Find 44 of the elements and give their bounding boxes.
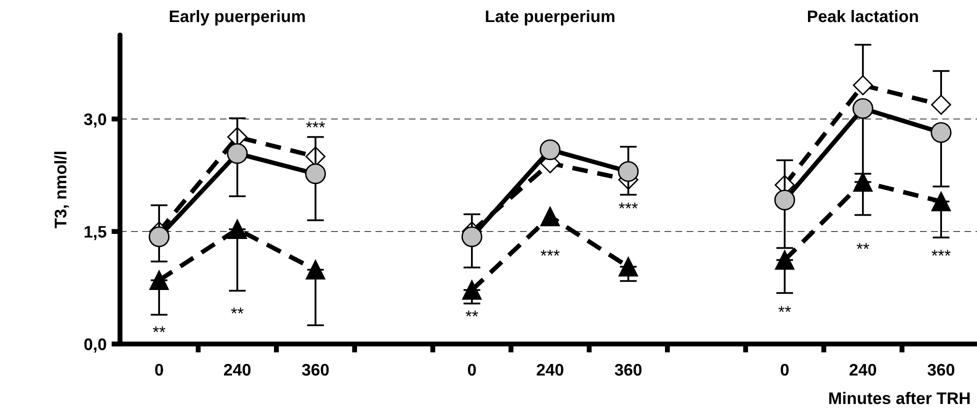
x-tick-label: 0 — [468, 364, 476, 376]
point — [931, 192, 951, 212]
text: Early puerperium — [170, 10, 305, 26]
annotation: ** — [466, 310, 478, 316]
text: Peak lactation — [808, 10, 918, 22]
x-tick-label: 240 — [536, 364, 564, 376]
annotation: ** — [152, 326, 166, 332]
point — [149, 270, 169, 290]
x-axis-title: Minutes after TRH — [829, 392, 970, 404]
x-tick-label: 360 — [302, 364, 329, 376]
x-tick-label: 240 — [224, 364, 251, 376]
x-tick-label: 360 — [614, 364, 642, 376]
point — [852, 75, 873, 96]
annotation: ** — [856, 243, 870, 249]
point — [540, 139, 561, 160]
annotation: *** — [618, 202, 638, 208]
point — [853, 172, 873, 192]
point — [774, 190, 796, 210]
y-tick-label: 3,0 — [84, 113, 106, 128]
point — [305, 163, 326, 184]
point — [931, 94, 952, 115]
point — [618, 257, 638, 276]
y-tick-label: 1,5 — [84, 226, 106, 240]
annotation: *** — [540, 250, 560, 256]
x-tick-label: 0 — [155, 364, 164, 376]
point — [852, 98, 874, 119]
text: Late puerperium — [486, 10, 614, 26]
point — [462, 280, 482, 300]
point — [226, 143, 248, 164]
annotation: *** — [932, 250, 951, 256]
point — [618, 161, 639, 182]
x-tick-label: 240 — [850, 364, 876, 376]
x-tick-label: 360 — [928, 364, 954, 376]
point — [540, 206, 560, 226]
annotation: *** — [306, 122, 325, 128]
point — [306, 260, 326, 280]
y-tick-label: 0,0 — [84, 338, 106, 353]
point — [930, 122, 952, 143]
x-tick-label: 0 — [780, 364, 789, 376]
annotation: ** — [778, 306, 791, 312]
point — [228, 220, 248, 239]
y-axis-title: T3, nmol/l — [54, 152, 69, 228]
point — [774, 250, 794, 270]
annotation: ** — [231, 308, 244, 314]
